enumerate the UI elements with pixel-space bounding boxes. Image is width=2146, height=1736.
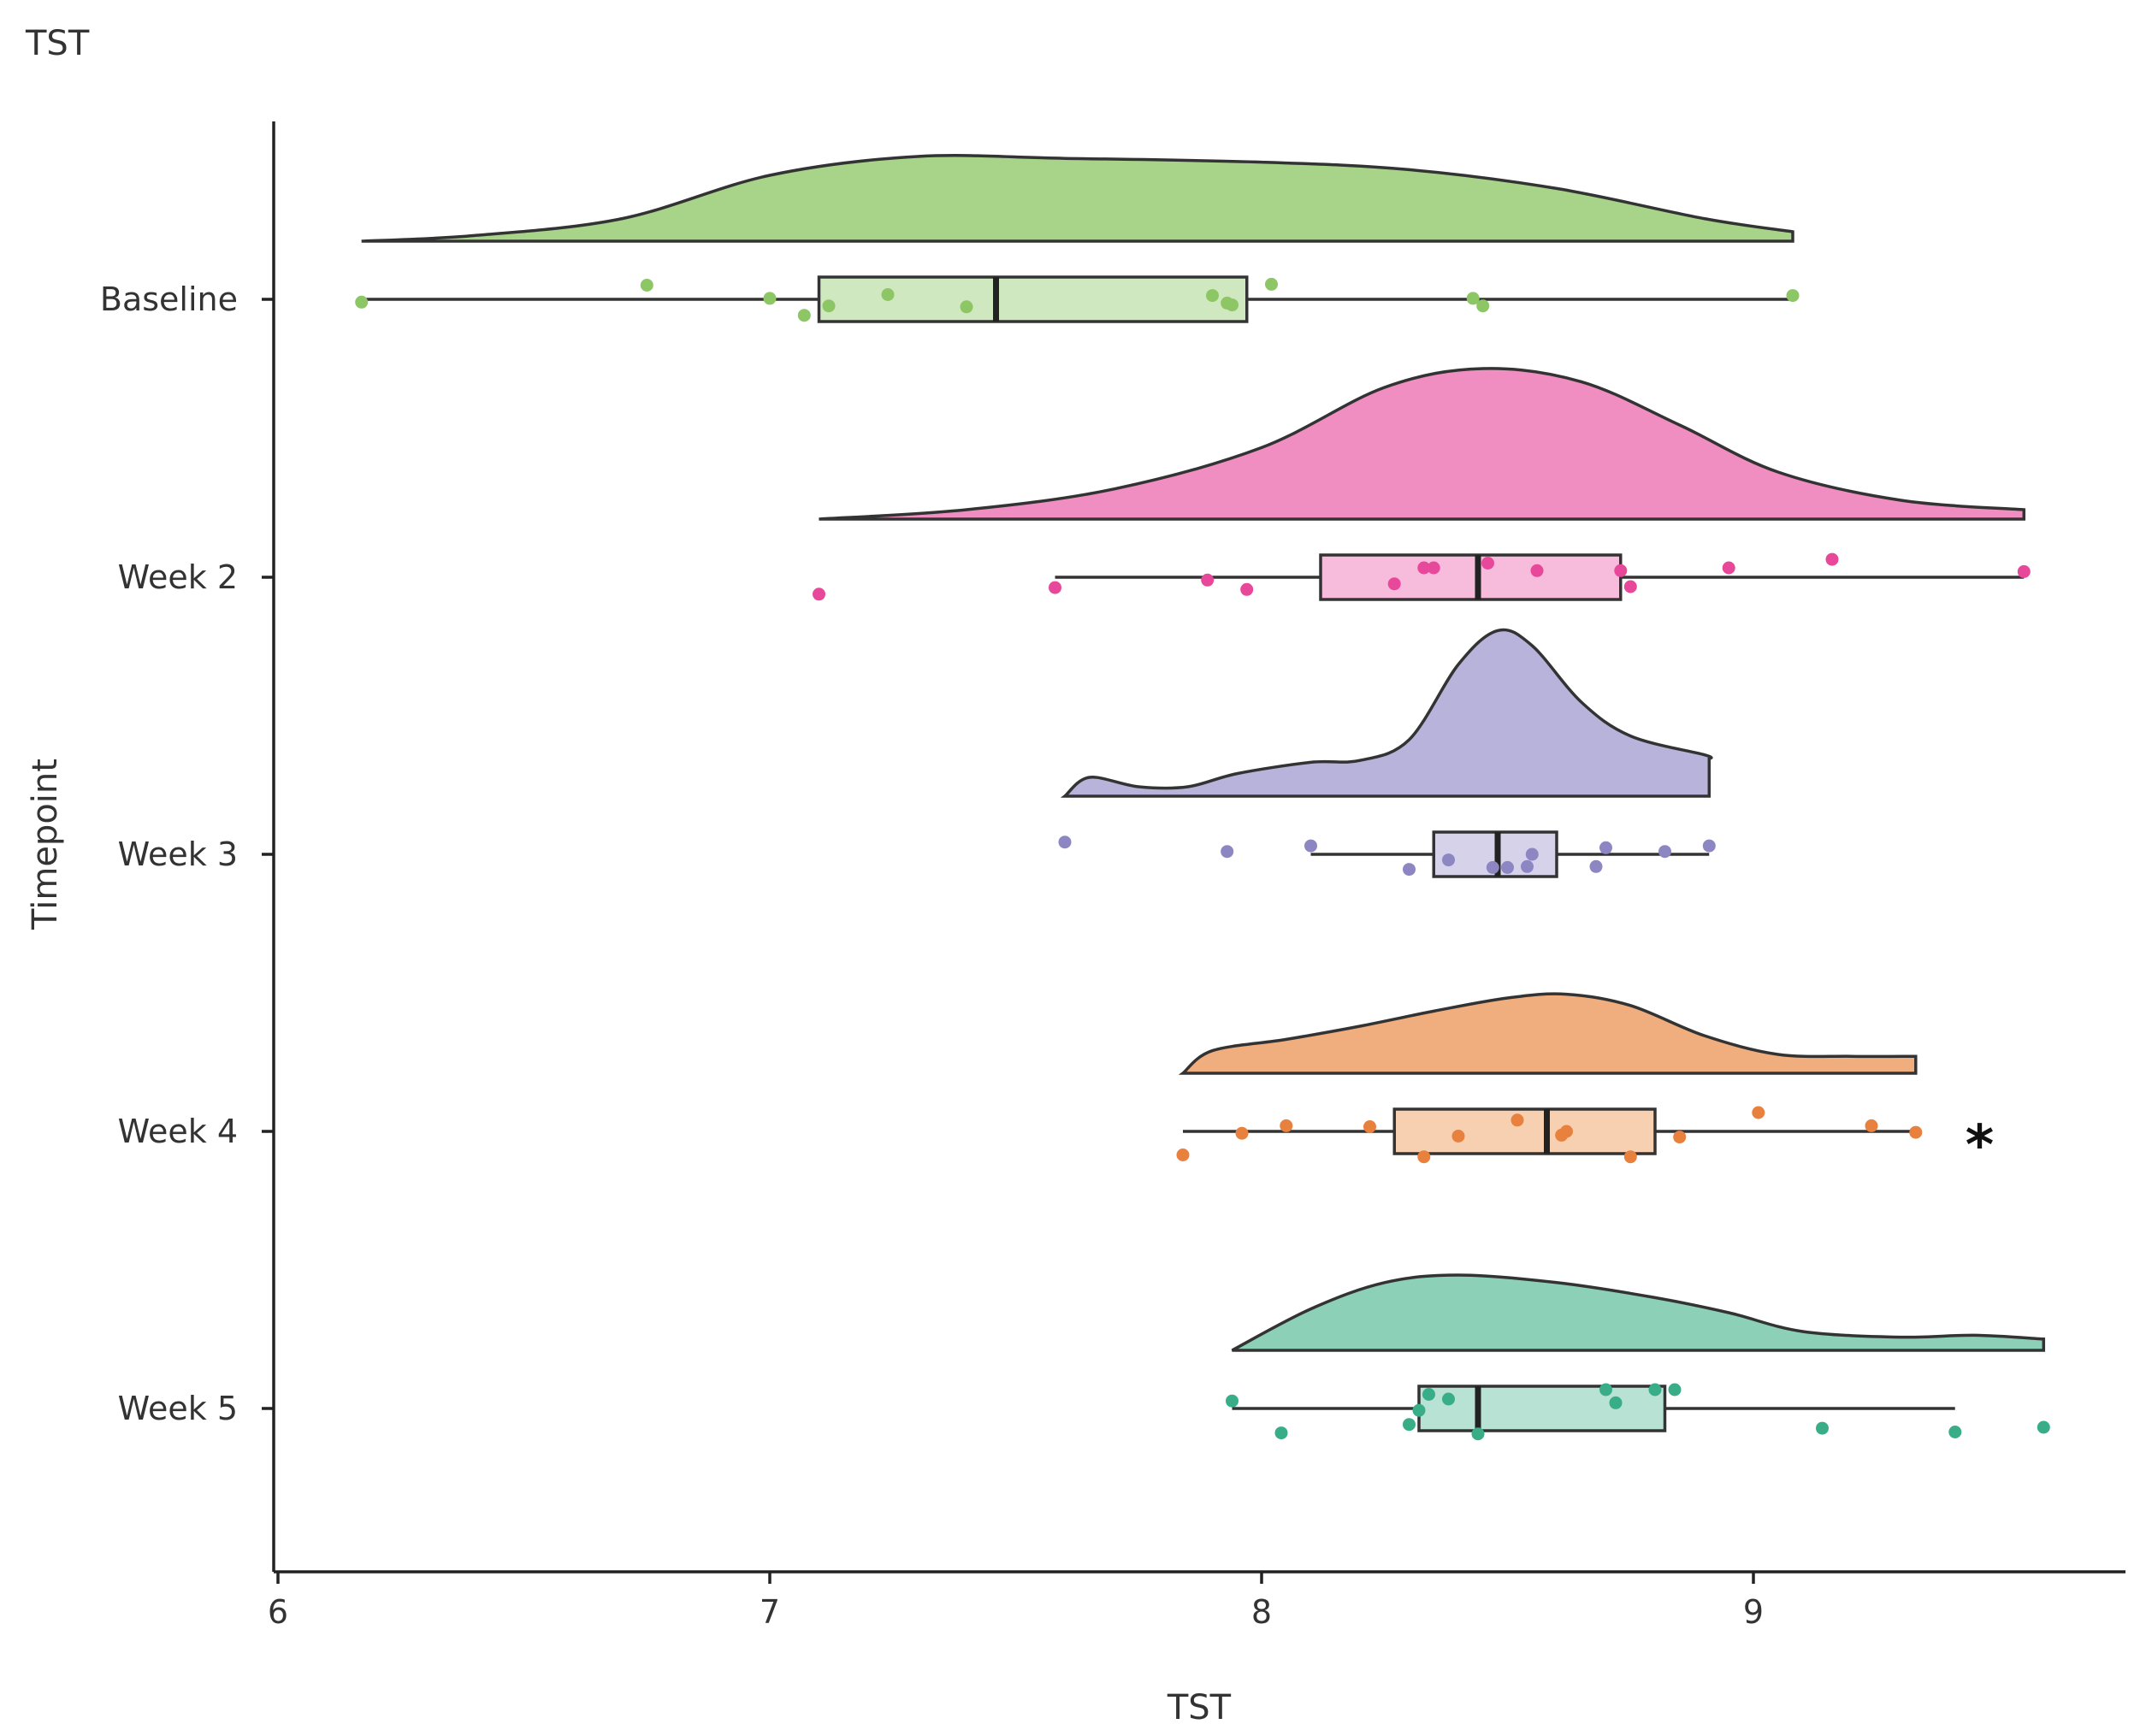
y-axis-title: Timepoint <box>26 759 65 930</box>
data-point <box>763 292 777 305</box>
data-point <box>1387 577 1401 591</box>
data-point <box>2017 564 2031 578</box>
data-point <box>1176 1148 1190 1161</box>
data-point <box>1442 1392 1455 1406</box>
data-point <box>1648 1383 1662 1396</box>
data-point <box>1486 860 1499 874</box>
x-axis-title: TST <box>1167 1688 1232 1727</box>
data-point <box>1427 561 1440 575</box>
iqr-box <box>1392 1107 1657 1155</box>
data-point <box>640 279 653 292</box>
data-point <box>1476 299 1490 313</box>
data-point <box>797 309 811 322</box>
data-point <box>1412 1403 1426 1417</box>
data-point <box>1825 552 1839 566</box>
iqr-box <box>1417 1385 1667 1432</box>
y-tick-label: Week 4 <box>118 1113 238 1150</box>
data-point <box>1058 836 1072 849</box>
data-point <box>1422 1388 1435 1401</box>
data-point <box>1623 1150 1637 1164</box>
significance-annotation: * <box>1966 1114 1994 1178</box>
data-point <box>1221 845 1234 859</box>
data-point <box>1673 1131 1687 1144</box>
data-point <box>1442 853 1455 867</box>
data-point <box>1510 1113 1524 1127</box>
iqr-box <box>817 275 1249 323</box>
data-point <box>1530 564 1544 577</box>
data-point <box>1235 1126 1249 1140</box>
group-week-2: Week 2 <box>118 367 2031 601</box>
y-tick-label: Week 5 <box>118 1390 238 1427</box>
data-point <box>1280 1119 1293 1132</box>
data-point <box>813 588 825 601</box>
data-point <box>1451 1130 1465 1143</box>
data-point <box>1417 1150 1431 1164</box>
data-point <box>1589 859 1603 873</box>
y-tick-label: Baseline <box>100 280 238 318</box>
group-week-5: Week 5 <box>118 1273 2050 1441</box>
data-point <box>1560 1125 1573 1138</box>
x-tick-label-1: 7 <box>760 1593 780 1631</box>
data-point <box>1599 1383 1612 1396</box>
x-tick-label-2: 8 <box>1251 1593 1272 1631</box>
corner-title: TST <box>25 24 90 63</box>
data-point <box>1658 845 1671 859</box>
data-point <box>1226 1394 1239 1408</box>
data-point <box>1816 1421 1829 1435</box>
group-baseline: Baseline <box>100 154 1800 323</box>
data-point <box>1274 1426 1288 1440</box>
data-point <box>1206 289 1219 303</box>
data-point <box>1481 557 1494 570</box>
data-point <box>1240 582 1254 596</box>
data-point <box>1865 1119 1878 1132</box>
iqr-box <box>1319 553 1623 601</box>
density <box>1178 992 1918 1075</box>
group-week-3: Week 3 <box>118 628 1716 878</box>
data-point <box>1752 1106 1765 1119</box>
data-point <box>1363 1120 1376 1133</box>
data-point <box>1668 1383 1682 1396</box>
data-point <box>1521 859 1534 873</box>
group-week-4: Week 4 <box>118 992 1923 1164</box>
density <box>1231 1273 2046 1352</box>
data-point <box>1466 292 1480 305</box>
data-point <box>822 299 836 313</box>
data-point <box>2037 1420 2050 1434</box>
density <box>361 154 1794 243</box>
data-point <box>1525 847 1539 861</box>
data-point <box>1623 580 1637 593</box>
data-point <box>1786 289 1800 303</box>
density <box>1060 628 1713 798</box>
data-point <box>1304 839 1317 853</box>
plot-area: 6 7 8 9 Baseline Week 2 Week 3 Week 4 Week 5 * <box>100 121 2125 1631</box>
y-tick-label: Week 2 <box>118 558 238 596</box>
density <box>819 367 2026 521</box>
data-point <box>881 288 895 301</box>
data-point <box>1722 561 1735 575</box>
data-point <box>1471 1427 1485 1441</box>
data-point <box>1201 573 1215 587</box>
data-point <box>1702 839 1716 853</box>
data-point <box>355 295 369 309</box>
data-point <box>1226 298 1239 312</box>
data-point <box>1265 277 1278 291</box>
data-point <box>1403 863 1416 877</box>
data-point <box>1049 581 1061 594</box>
data-point <box>1948 1426 1962 1438</box>
data-point <box>1909 1125 1923 1139</box>
data-point <box>1614 564 1628 577</box>
data-point <box>1501 860 1514 874</box>
data-point <box>1403 1418 1416 1432</box>
x-tick-label-0: 6 <box>268 1593 288 1631</box>
data-point <box>1609 1396 1623 1409</box>
data-point <box>960 300 973 314</box>
data-point <box>1599 841 1612 854</box>
x-tick-label-3: 9 <box>1743 1593 1764 1631</box>
y-tick-label: Week 3 <box>118 836 238 873</box>
data-point <box>1417 561 1431 575</box>
